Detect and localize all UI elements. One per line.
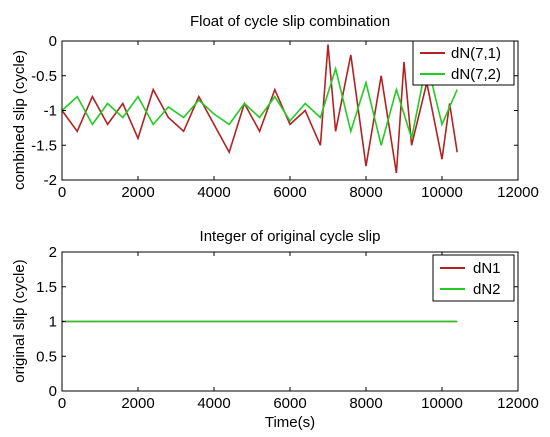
bottom-x-tick-label: 6000 — [273, 395, 306, 412]
bottom-y-tick-label: 1 — [49, 314, 57, 331]
top-x-tick-label: 0 — [58, 184, 66, 201]
bottom-x-tick-label: 2000 — [121, 395, 154, 412]
top-x-tick-label: 6000 — [273, 184, 306, 201]
top-series-line-1 — [61, 44, 458, 174]
top-y-tick-label: -2 — [44, 172, 57, 189]
top-x-tick-label: 10000 — [421, 184, 463, 201]
bottom-legend: dN1 dN2 — [432, 254, 515, 302]
top-series-line-2 — [61, 61, 458, 146]
top-legend-box — [412, 40, 515, 86]
bottom-y-tick-label: 0 — [49, 383, 57, 400]
top-chart: Float of cycle slip combination combined… — [11, 13, 539, 201]
top-legend: dN(7,1) dN(7,2) — [412, 40, 515, 86]
bottom-y-tick-label: 1.5 — [36, 279, 57, 296]
bottom-y-tick-label: 0.5 — [36, 348, 57, 365]
top-series-layer — [61, 44, 458, 174]
bottom-chart-title: Integer of original cycle slip — [200, 228, 381, 245]
bottom-x-tick-label: 0 — [58, 395, 66, 412]
top-x-tick-label: 12000 — [497, 184, 539, 201]
top-x-tick-label: 8000 — [349, 184, 382, 201]
bottom-legend-label-1: dN1 — [473, 260, 501, 277]
top-axes-frame — [61, 40, 519, 181]
top-x-tick-label: 4000 — [197, 184, 230, 201]
top-legend-label-2: dN(7,2) — [451, 66, 501, 83]
top-chart-title: Float of cycle slip combination — [190, 13, 390, 30]
bottom-legend-box — [432, 254, 515, 302]
top-tick-layer: 0 2000 4000 6000 8000 10000 12000 0 -0.5 -1 -1.5 -2 — [31, 33, 539, 201]
bottom-chart-ylabel: original slip (cycle) — [11, 259, 28, 382]
top-y-tick-label: -1.5 — [31, 137, 57, 154]
bottom-chart-xlabel: Time(s) — [265, 414, 315, 431]
bottom-x-tick-label: 4000 — [197, 395, 230, 412]
bottom-x-tick-label: 12000 — [497, 395, 539, 412]
bottom-legend-label-2: dN2 — [473, 281, 501, 298]
top-y-tick-label: -0.5 — [31, 68, 57, 85]
top-y-tick-label: -1 — [44, 103, 57, 120]
top-x-tick-label: 2000 — [121, 184, 154, 201]
top-y-tick-label: 0 — [49, 33, 57, 50]
bottom-axes-frame — [61, 251, 519, 392]
top-legend-label-1: dN(7,1) — [451, 45, 501, 62]
bottom-x-tick-label: 10000 — [421, 395, 463, 412]
bottom-x-tick-label: 8000 — [349, 395, 382, 412]
bottom-chart: Integer of original cycle slip original … — [11, 228, 539, 431]
top-chart-ylabel: combined slip (cycle) — [11, 50, 28, 190]
bottom-tick-layer: 0 2000 4000 6000 8000 10000 12000 2 1.5 1 0.5 0 — [36, 244, 539, 412]
bottom-y-tick-label: 2 — [49, 244, 57, 261]
